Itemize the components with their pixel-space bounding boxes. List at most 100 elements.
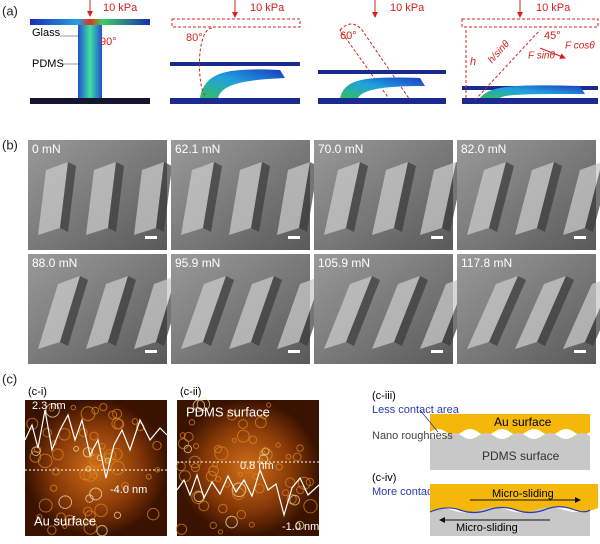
grain xyxy=(258,454,269,465)
base-plate xyxy=(30,98,150,104)
grain xyxy=(196,397,211,412)
grain xyxy=(99,402,108,412)
pillar-shape xyxy=(229,162,262,235)
grain xyxy=(213,445,223,454)
force-label: 82.0 mN xyxy=(461,142,506,156)
grain xyxy=(296,485,305,495)
pillar-shape xyxy=(515,276,566,349)
grain xyxy=(51,467,60,476)
annotation: h xyxy=(470,56,476,68)
grain xyxy=(237,471,243,477)
pillar-shadow xyxy=(394,162,416,232)
pillar-shadow xyxy=(251,162,270,232)
height-profile xyxy=(24,409,168,479)
scale-bar xyxy=(574,350,586,353)
grain xyxy=(231,437,237,443)
grain xyxy=(73,445,80,452)
grain xyxy=(275,463,283,471)
grain xyxy=(236,429,250,443)
grain xyxy=(193,442,200,450)
pressure-label: 10 kPa xyxy=(103,2,138,14)
base-plate xyxy=(318,98,446,104)
grain xyxy=(208,465,219,477)
grain xyxy=(254,483,265,494)
value-label: 0.8 nm xyxy=(240,460,274,472)
contact-line xyxy=(429,506,591,514)
leader xyxy=(419,409,439,433)
sem-image xyxy=(171,254,310,364)
grain xyxy=(188,419,196,426)
grain xyxy=(275,442,281,448)
grain xyxy=(303,499,318,514)
glass-plate xyxy=(30,19,150,25)
grain xyxy=(131,418,139,425)
grain xyxy=(94,503,108,518)
grain xyxy=(26,417,39,430)
layer-label: PDMS surface xyxy=(482,449,560,463)
pillar-shadow xyxy=(585,169,600,232)
grain xyxy=(295,520,305,530)
grain xyxy=(70,404,77,411)
grain xyxy=(96,525,108,537)
pillar xyxy=(340,77,425,98)
grain xyxy=(226,410,238,421)
pillar-shadow xyxy=(346,162,368,232)
grain xyxy=(175,523,188,535)
grain xyxy=(296,444,304,452)
grain xyxy=(111,417,124,430)
top-plate xyxy=(318,70,446,74)
grain xyxy=(152,440,162,451)
grain xyxy=(154,467,161,473)
outline xyxy=(199,27,213,96)
pillar-shadow xyxy=(156,162,172,232)
force-label: 88.0 mN xyxy=(32,256,77,270)
grain xyxy=(110,447,123,461)
base-plate xyxy=(462,98,598,104)
force-label: 0 mN xyxy=(32,142,61,156)
grain xyxy=(305,477,315,487)
scale-bar xyxy=(288,350,300,353)
value-label: -4.0 nm xyxy=(110,484,147,496)
pillar-shape xyxy=(38,162,68,235)
subpanel-label: (c-i) xyxy=(28,386,47,398)
grain xyxy=(108,410,118,420)
scale-bar xyxy=(145,236,157,239)
pillar xyxy=(480,85,585,98)
grain xyxy=(205,470,217,482)
grain xyxy=(48,405,55,412)
grain xyxy=(198,500,210,512)
grain xyxy=(42,427,52,438)
grain xyxy=(80,406,96,422)
grain xyxy=(282,489,290,497)
grain xyxy=(31,446,41,457)
grain xyxy=(38,498,53,513)
pillar-shadow xyxy=(394,276,428,346)
sem-image xyxy=(314,254,453,364)
subpanel-label: (c-ii) xyxy=(180,386,201,398)
pillar xyxy=(78,25,102,98)
pillar-shape xyxy=(372,162,408,235)
scale-bar xyxy=(145,350,157,353)
surface-label: PDMS surface xyxy=(186,404,270,419)
grain xyxy=(145,473,152,480)
pillar-shape xyxy=(134,276,176,349)
value-label: -1.0 nm xyxy=(282,521,319,533)
scale-bar xyxy=(431,350,443,353)
pillar-shadow xyxy=(203,162,222,232)
grain xyxy=(183,431,194,442)
grain xyxy=(62,523,68,529)
material-label: Glass xyxy=(32,27,61,39)
grain xyxy=(292,452,302,462)
grain xyxy=(248,521,255,528)
pillar-shadow xyxy=(251,276,282,346)
grain xyxy=(89,487,103,501)
pdms-layer xyxy=(430,507,590,536)
grain xyxy=(192,399,206,412)
grain xyxy=(217,529,224,535)
pillar-shape xyxy=(277,162,310,235)
pillar-shape xyxy=(181,162,214,235)
pillar-shadow xyxy=(489,162,514,232)
grain xyxy=(266,402,272,408)
pillar-shadow xyxy=(108,162,124,232)
